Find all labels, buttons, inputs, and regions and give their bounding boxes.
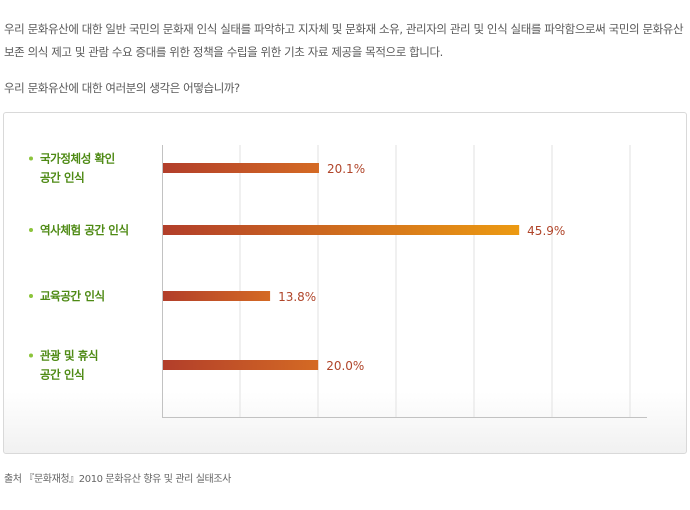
category-label-1: 공간 인식 xyxy=(40,171,84,185)
bullet-icon xyxy=(29,353,33,358)
category-label-1: 국가정체성 확인 xyxy=(40,152,115,166)
category-label-2: 역사체험 공간 인식 xyxy=(40,223,129,237)
bar-1 xyxy=(163,163,319,173)
category-label-3: 교육공간 인식 xyxy=(40,289,105,303)
intro-paragraph: 우리 문화유산에 대한 일반 국민의 문화재 인식 실태를 파악하고 지자체 및… xyxy=(4,22,684,59)
source-caption: 출처 『문화재청』2010 문화유산 향유 및 관리 실태조사 xyxy=(4,474,231,485)
value-label-1: 20.1% xyxy=(327,162,365,176)
bar-2 xyxy=(163,225,520,235)
bar-4 xyxy=(163,360,319,370)
category-label-4: 공간 인식 xyxy=(40,368,84,382)
value-label-2: 45.9% xyxy=(527,224,565,238)
value-label-3: 13.8% xyxy=(278,290,316,304)
category-label-4: 관광 및 휴식 xyxy=(40,349,98,363)
value-label-4: 20.0% xyxy=(326,359,364,373)
bar-3 xyxy=(163,291,271,301)
bullet-icon xyxy=(29,156,33,161)
survey-question: 우리 문화유산에 대한 여러분의 생각은 어떻습니까? xyxy=(4,81,240,95)
bullet-icon xyxy=(29,294,33,298)
bullet-icon xyxy=(29,228,33,232)
